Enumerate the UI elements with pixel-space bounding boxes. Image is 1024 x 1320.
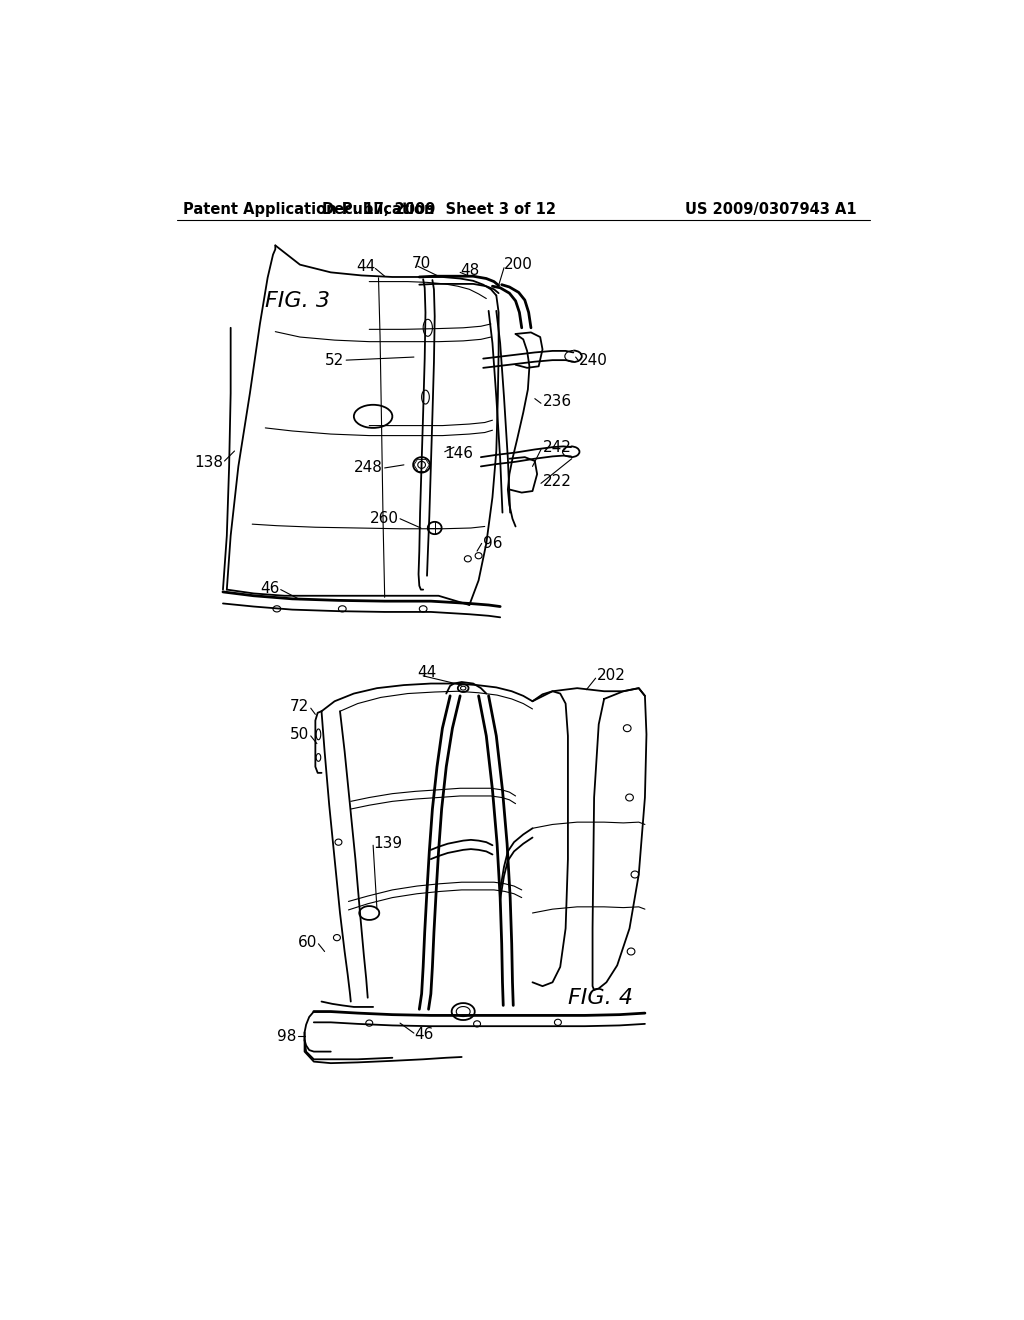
Text: 242: 242 bbox=[543, 440, 571, 454]
Text: 48: 48 bbox=[460, 263, 479, 277]
Text: 50: 50 bbox=[290, 727, 309, 742]
Text: 240: 240 bbox=[579, 352, 607, 368]
Text: 138: 138 bbox=[194, 455, 223, 470]
Text: 46: 46 bbox=[260, 581, 280, 595]
Text: 44: 44 bbox=[356, 259, 376, 273]
Text: 98: 98 bbox=[276, 1028, 296, 1044]
Text: Patent Application Publication: Patent Application Publication bbox=[183, 202, 434, 216]
Text: 52: 52 bbox=[326, 352, 345, 368]
Text: 248: 248 bbox=[354, 461, 383, 475]
Text: 44: 44 bbox=[417, 665, 436, 680]
Text: 146: 146 bbox=[444, 446, 474, 461]
Text: 222: 222 bbox=[543, 474, 571, 490]
Text: 260: 260 bbox=[370, 511, 398, 527]
Text: 70: 70 bbox=[412, 256, 431, 271]
Text: 236: 236 bbox=[543, 395, 571, 409]
Text: Dec. 17, 2009  Sheet 3 of 12: Dec. 17, 2009 Sheet 3 of 12 bbox=[322, 202, 556, 216]
Text: 72: 72 bbox=[290, 700, 309, 714]
Text: 200: 200 bbox=[504, 257, 532, 272]
Text: 139: 139 bbox=[373, 836, 402, 851]
Text: 60: 60 bbox=[298, 935, 316, 950]
Text: 202: 202 bbox=[596, 668, 626, 684]
Text: 96: 96 bbox=[483, 536, 503, 550]
Text: FIG. 3: FIG. 3 bbox=[265, 290, 331, 310]
Text: FIG. 4: FIG. 4 bbox=[568, 987, 633, 1007]
Text: US 2009/0307943 A1: US 2009/0307943 A1 bbox=[685, 202, 857, 216]
Text: 46: 46 bbox=[414, 1027, 433, 1043]
